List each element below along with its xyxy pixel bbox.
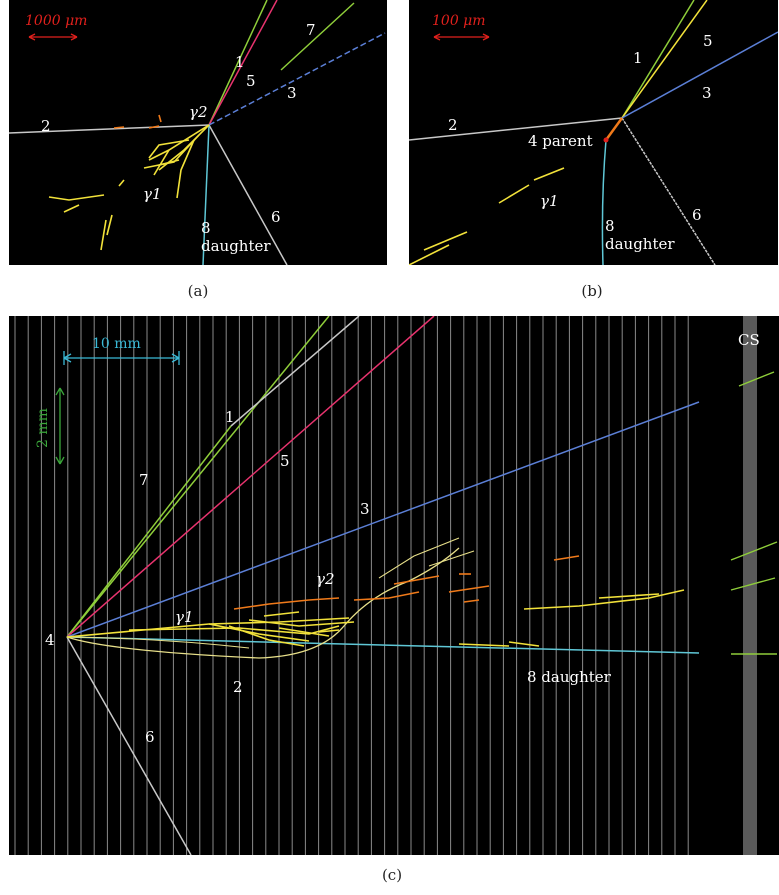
- track-label-3: 3: [702, 84, 712, 102]
- gamma-2-shower: [113, 114, 162, 129]
- panel-a: 1000 μm 1 2 3: [9, 0, 387, 265]
- track-6: [208, 124, 288, 265]
- gamma-1-shower: [409, 167, 565, 265]
- caption-c: (c): [381, 866, 403, 884]
- secondary-tracks: [378, 537, 475, 579]
- track-label-5: 5: [703, 32, 713, 50]
- emulsion-plate-grid: [14, 316, 689, 855]
- track-5: [621, 0, 708, 119]
- gamma-label-2: γ2: [316, 570, 335, 588]
- track-1: [621, 0, 695, 119]
- caption-b: (b): [581, 282, 603, 300]
- track-6: [66, 636, 192, 855]
- track-3: [66, 401, 700, 638]
- track-label-5: 5: [280, 452, 290, 470]
- scale-bar-a: [28, 33, 78, 41]
- track-7: [66, 316, 330, 638]
- track-label-1: 1: [235, 53, 245, 71]
- track-label-7: 7: [306, 21, 316, 39]
- track-label-6: 6: [692, 206, 702, 224]
- vertex-label-4: 4: [45, 631, 55, 649]
- panel-a-canvas: 1000 μm 1 2 3: [9, 0, 386, 265]
- daughter-label: 8 daughter: [527, 668, 612, 686]
- scale-label-b: 100 μm: [432, 13, 486, 29]
- track-label-2: 2: [41, 117, 51, 135]
- decay-vertex: [603, 137, 609, 143]
- track-8: [202, 124, 210, 265]
- daughter-label: daughter: [605, 235, 675, 253]
- panel-b: 100 μm 1 5 2 3 4 parent γ1 8 daughter 6: [409, 0, 778, 265]
- track-label-3: 3: [360, 500, 370, 518]
- track-label-3: 3: [287, 84, 297, 102]
- gamma-label-2: γ2: [189, 103, 208, 121]
- scale-bar-x: [63, 351, 180, 365]
- gamma-label-1: γ1: [540, 192, 559, 210]
- panel-c: CS 10 mm 2 mm: [9, 316, 779, 855]
- track-label-8: 8: [605, 217, 615, 235]
- scale-label-a: 1000 μm: [25, 13, 87, 29]
- track-2: [409, 117, 623, 141]
- track-2-branch: [66, 636, 250, 649]
- track-8: [601, 139, 607, 265]
- track-5: [208, 0, 278, 126]
- track-3: [208, 32, 386, 126]
- track-label-5: 5: [246, 72, 256, 90]
- cs-hits: [730, 371, 778, 655]
- track-label-8: 8: [201, 219, 211, 237]
- track-5: [66, 316, 435, 638]
- caption-a: (a): [187, 282, 209, 300]
- panel-c-canvas: CS 10 mm 2 mm: [14, 316, 778, 855]
- track-label-7: 7: [139, 471, 149, 489]
- daughter-label: daughter: [201, 237, 271, 255]
- gamma-1-shower: [66, 589, 685, 647]
- track-label-1: 1: [633, 49, 643, 67]
- gamma-label-1: γ1: [143, 185, 162, 203]
- track-8-daughter: [66, 636, 700, 654]
- gamma-label-1: γ1: [175, 608, 194, 626]
- track-6: [621, 117, 716, 265]
- panel-b-canvas: 100 μm 1 5 2 3 4 parent γ1 8 daughter 6: [409, 0, 778, 265]
- parent-label: 4 parent: [528, 132, 593, 150]
- scale-label-x: 10 mm: [92, 336, 141, 352]
- track-2: [66, 547, 460, 659]
- scale-bar-b: [433, 33, 490, 41]
- parent-track-4: [604, 117, 624, 141]
- gamma-2-shower: [233, 555, 580, 610]
- track-label-6: 6: [271, 208, 281, 226]
- track-1-extension: [230, 316, 360, 427]
- track-1: [66, 425, 232, 638]
- scale-bar-y: [55, 387, 65, 465]
- cs-label: CS: [738, 331, 760, 349]
- track-2: [9, 124, 210, 134]
- track-3: [621, 31, 778, 119]
- track-label-6: 6: [145, 728, 155, 746]
- gamma-1-shower: [48, 124, 210, 251]
- track-label-2: 2: [448, 116, 458, 134]
- track-7: [280, 2, 355, 71]
- scale-label-y: 2 mm: [35, 408, 51, 448]
- track-label-1: 1: [225, 408, 235, 426]
- track-label-2: 2: [233, 678, 243, 696]
- track-1: [208, 0, 268, 126]
